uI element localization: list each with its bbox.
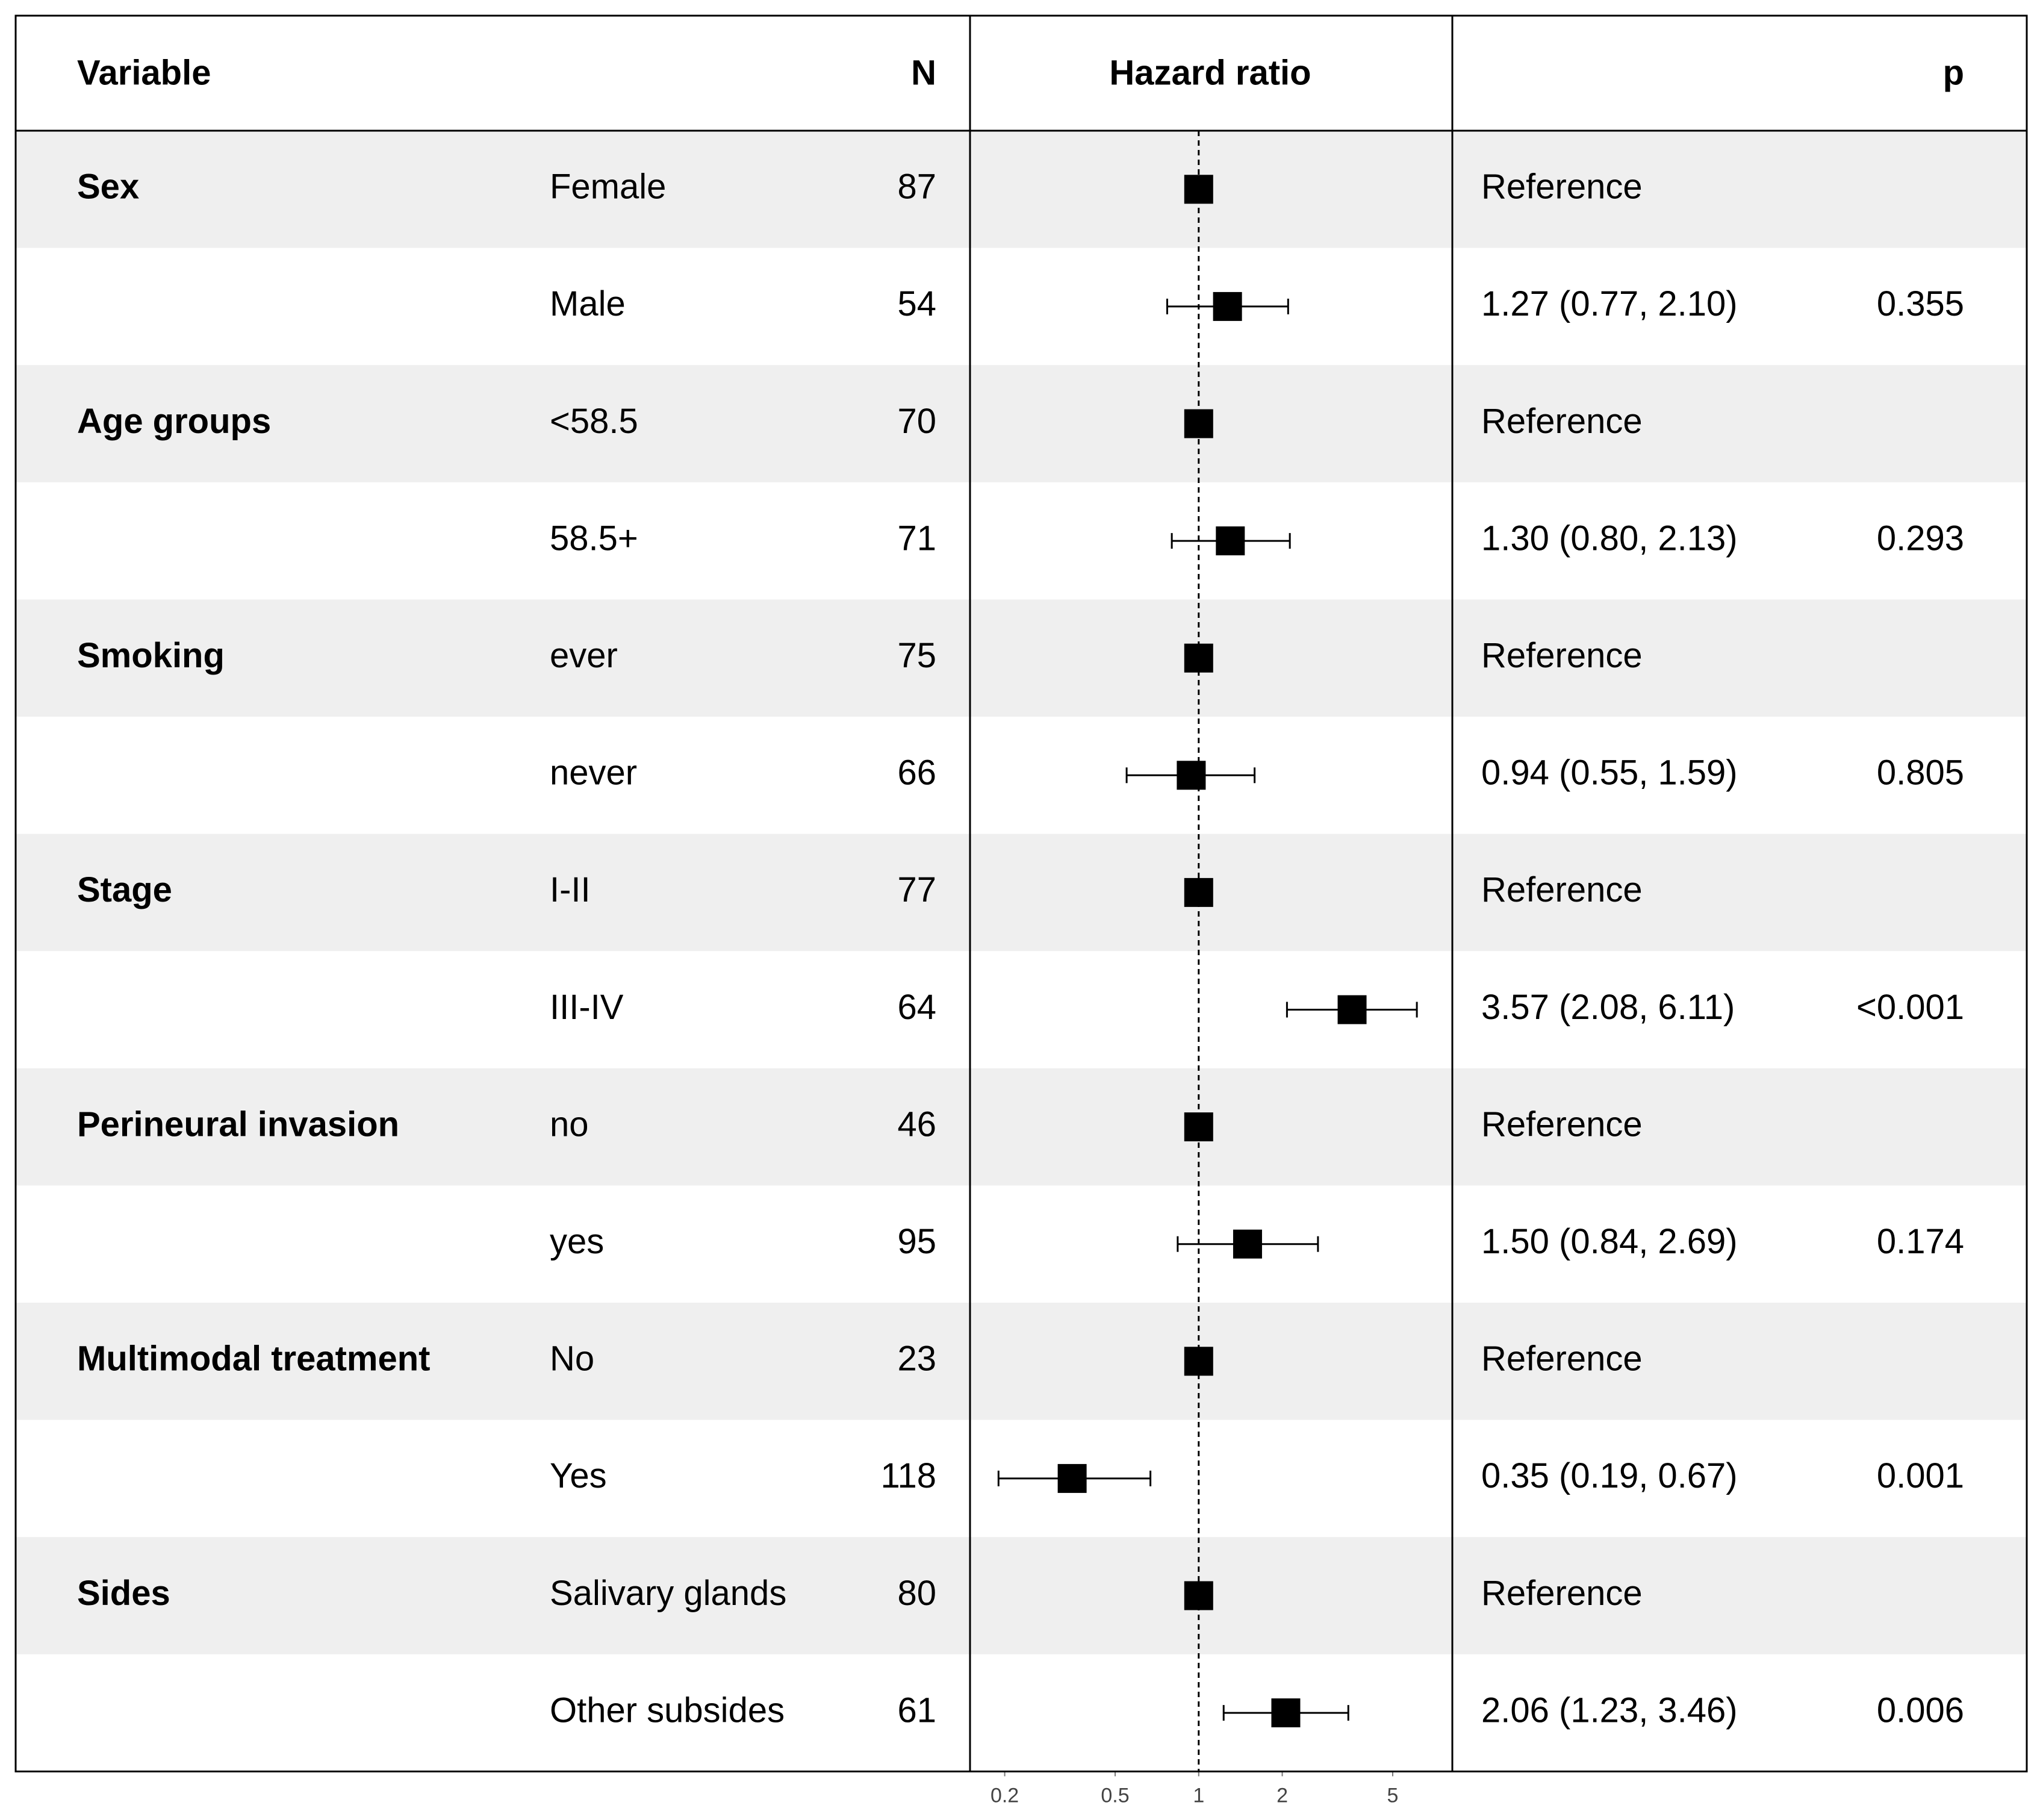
x-tick-label: 0.2	[990, 1784, 1019, 1807]
n-label: 95	[897, 1222, 936, 1261]
p-label: 0.174	[1877, 1222, 1964, 1261]
n-label: 61	[897, 1691, 936, 1730]
level-label: Female	[550, 167, 666, 207]
p-label: 0.001	[1877, 1456, 1964, 1495]
estimate-label: 1.50 (0.84, 2.69)	[1481, 1222, 1738, 1261]
n-label: 70	[897, 402, 936, 441]
estimate-label: 3.57 (2.08, 6.11)	[1481, 988, 1735, 1027]
variable-label: Age groups	[77, 402, 271, 441]
p-label: <0.001	[1856, 988, 1964, 1027]
n-label: 75	[897, 636, 936, 675]
row-band	[16, 1537, 2027, 1654]
hr-marker	[1216, 526, 1245, 556]
variable-label: Sex	[77, 167, 139, 207]
hr-marker	[1184, 1347, 1213, 1376]
n-label: 77	[897, 870, 936, 909]
variable-label: Sides	[77, 1574, 170, 1613]
n-label: 118	[881, 1456, 936, 1495]
header-variable: Variable	[77, 53, 211, 92]
header-n: N	[911, 53, 936, 92]
level-label: No	[550, 1339, 594, 1379]
level-label: Yes	[550, 1456, 607, 1495]
x-tick-label: 2	[1277, 1784, 1288, 1807]
n-label: 66	[897, 753, 936, 793]
estimate-label: 1.30 (0.80, 2.13)	[1481, 519, 1738, 558]
n-label: 54	[897, 284, 936, 323]
row-shading	[16, 131, 2027, 1654]
hr-marker	[1184, 877, 1213, 907]
estimate-label: Reference	[1481, 870, 1643, 909]
row-band	[16, 365, 2027, 482]
level-label: ever	[550, 636, 618, 675]
row-band	[16, 131, 2027, 248]
hr-marker	[1271, 1698, 1301, 1728]
level-label: <58.5	[550, 402, 638, 441]
n-label: 71	[897, 519, 936, 558]
variable-label: Smoking	[77, 636, 225, 675]
level-label: Other subsides	[550, 1691, 785, 1730]
estimate-label: 0.94 (0.55, 1.59)	[1481, 753, 1738, 793]
row-band	[16, 834, 2027, 952]
estimate-label: 1.27 (0.77, 2.10)	[1481, 284, 1738, 323]
hr-marker	[1177, 761, 1206, 790]
row-band	[16, 1068, 2027, 1186]
level-label: I-II	[550, 870, 591, 909]
p-label: 0.006	[1877, 1691, 1964, 1730]
variable-label: Stage	[77, 870, 172, 909]
estimate-label: Reference	[1481, 1574, 1643, 1613]
estimate-label: Reference	[1481, 1339, 1643, 1379]
hr-marker	[1184, 643, 1213, 673]
level-label: Male	[550, 284, 626, 323]
hr-marker	[1184, 1581, 1213, 1610]
row-band	[16, 599, 2027, 717]
hr-marker	[1213, 291, 1242, 321]
level-label: III-IV	[550, 988, 624, 1027]
hr-marker	[1337, 995, 1367, 1024]
hr-marker	[1057, 1463, 1087, 1493]
table-border	[14, 14, 2028, 1772]
level-label: yes	[550, 1222, 604, 1261]
x-tick-label: 5	[1387, 1784, 1399, 1807]
n-label: 87	[897, 167, 936, 207]
estimate-label: Reference	[1481, 402, 1643, 441]
header-plot: Hazard ratio	[1109, 53, 1311, 92]
p-label: 0.293	[1877, 519, 1964, 558]
level-label: never	[550, 753, 637, 793]
row-band	[16, 1303, 2027, 1420]
p-label: 0.355	[1877, 284, 1964, 323]
header-p: p	[1943, 53, 1964, 92]
n-label: 80	[897, 1574, 936, 1613]
estimate-label: Reference	[1481, 636, 1643, 675]
n-label: 64	[897, 988, 936, 1027]
level-label: 58.5+	[550, 519, 638, 558]
hr-marker	[1184, 409, 1213, 438]
n-label: 23	[897, 1339, 936, 1379]
level-label: Salivary glands	[550, 1574, 786, 1613]
estimate-label: 2.06 (1.23, 3.46)	[1481, 1691, 1738, 1730]
hr-marker	[1184, 1112, 1213, 1142]
x-tick-label: 0.5	[1101, 1784, 1129, 1807]
level-label: no	[550, 1105, 589, 1144]
estimate-label: Reference	[1481, 167, 1643, 207]
x-tick-label: 1	[1193, 1784, 1204, 1807]
hr-marker	[1233, 1229, 1262, 1259]
variable-label: Perineural invasion	[77, 1105, 399, 1144]
estimate-label: Reference	[1481, 1105, 1643, 1144]
hr-marker	[1184, 175, 1213, 204]
estimate-label: 0.35 (0.19, 0.67)	[1481, 1456, 1738, 1495]
n-label: 46	[897, 1105, 936, 1144]
variable-label: Multimodal treatment	[77, 1339, 431, 1379]
p-label: 0.805	[1877, 753, 1964, 793]
